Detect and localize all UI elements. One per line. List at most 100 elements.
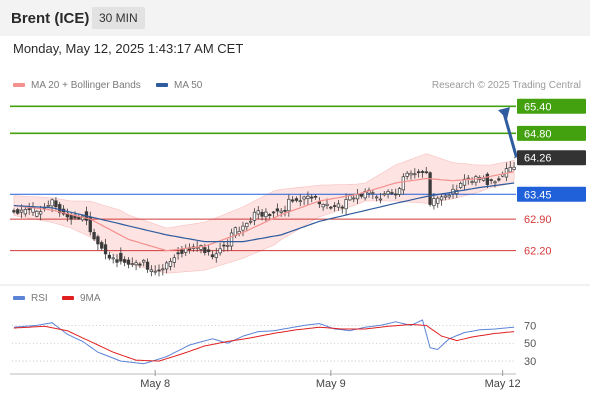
candle-body: [436, 197, 440, 204]
candle-body: [447, 194, 451, 198]
candle-body: [210, 254, 215, 258]
candle-body: [58, 204, 62, 214]
datetime-label: Monday, May 12, 2025 1:43:17 AM CET: [13, 41, 244, 56]
candle-body: [344, 199, 348, 210]
candle-body: [420, 171, 425, 173]
candle-body: [50, 199, 54, 207]
candle-body: [279, 210, 283, 213]
resistance-level-label: 65.40: [524, 101, 552, 113]
support-level-label: 62.20: [524, 246, 552, 258]
candle-body: [405, 172, 409, 177]
ma9-swatch-icon: [62, 296, 74, 301]
forecast-arrow-shaft: [502, 111, 518, 158]
candle-body: [145, 261, 150, 270]
candle-body: [390, 192, 394, 194]
rsi-series-rsi-line: [13, 319, 515, 365]
candle-body: [424, 171, 428, 174]
candle-body: [214, 253, 218, 258]
candle-body: [481, 177, 486, 181]
candle-body: [153, 270, 157, 273]
forecast-arrow-icon: [498, 107, 510, 120]
candle-body: [176, 252, 180, 255]
x-tick-label: May 9: [316, 378, 346, 390]
ma20-swatch-icon: [13, 83, 25, 88]
legend-ma20: MA 20 + Bollinger Bands: [13, 80, 141, 91]
candle-body: [27, 208, 31, 211]
candle-body: [306, 195, 310, 199]
rsi-tick-label: 70: [524, 320, 536, 332]
instrument-title: Brent (ICE): [11, 10, 90, 27]
legend-rsi-label: RSI: [31, 293, 48, 304]
candle-body: [180, 249, 184, 254]
candle-body: [508, 166, 512, 173]
ma20-line: [13, 171, 515, 252]
candle-body: [458, 183, 463, 188]
candle-body: [336, 203, 341, 208]
candle-body: [111, 257, 115, 260]
candle-body: [16, 209, 20, 214]
candle-body: [432, 198, 436, 207]
candle-body: [310, 196, 314, 199]
resistance-level-badge: [517, 125, 586, 141]
candle-body: [149, 269, 154, 273]
candle-body: [352, 197, 356, 200]
x-tick-label: May 12: [485, 378, 521, 390]
candle-body: [172, 257, 176, 263]
candle-body: [35, 210, 39, 217]
pivot-level-badge: [517, 186, 586, 202]
candle-body: [359, 193, 364, 197]
candle-body: [302, 196, 306, 200]
candle-body: [382, 193, 386, 196]
candle-body: [119, 252, 123, 262]
candle-body: [363, 190, 367, 199]
candle-body: [313, 195, 318, 198]
candle-body: [206, 249, 211, 253]
candle-body: [416, 171, 421, 174]
candle-body: [229, 232, 234, 247]
legend-rsi: RSI: [13, 293, 48, 304]
candle-body: [287, 198, 291, 212]
candle-body: [340, 206, 344, 209]
candle-body: [409, 172, 413, 176]
candle-body: [397, 188, 402, 195]
candle-body: [248, 220, 253, 223]
bollinger-band: [13, 153, 515, 274]
last-level-label: 64.26: [524, 153, 552, 165]
candle-body: [271, 211, 276, 214]
candle-body: [222, 244, 226, 247]
candle-body: [264, 211, 268, 218]
rsi-series-9ma-line: [13, 323, 515, 362]
candle-body: [203, 247, 207, 253]
candle-body: [325, 203, 329, 206]
legend-ma20-label: MA 20 + Bollinger Bands: [31, 80, 141, 91]
candle-body: [443, 195, 448, 198]
candle-body: [92, 232, 96, 240]
candle-body: [69, 214, 73, 220]
rsi-tick-label: 50: [524, 338, 536, 350]
rsi-tick-label: 30: [524, 356, 536, 368]
candle-body: [130, 263, 134, 265]
ma50-swatch-icon: [156, 83, 168, 88]
candle-body: [260, 211, 264, 217]
candle-body: [462, 178, 467, 186]
candle-body: [294, 198, 299, 201]
candle-body: [38, 211, 43, 215]
candle-body: [268, 214, 272, 217]
timeframe-button[interactable]: 30 MIN: [92, 7, 145, 29]
candle-body: [321, 204, 325, 208]
candle-body: [77, 216, 81, 220]
candle-body: [512, 166, 516, 170]
last-level-badge: [517, 150, 586, 166]
candle-body: [199, 245, 203, 250]
candle-body: [241, 225, 245, 231]
candle-body: [378, 198, 383, 201]
candle-body: [142, 259, 146, 263]
candle-body: [256, 210, 260, 215]
candle-body: [413, 173, 417, 176]
candle-body: [275, 208, 280, 212]
candle-body: [394, 193, 398, 196]
candle-body: [470, 181, 474, 183]
support-level-label: 62.90: [524, 214, 552, 226]
candle-body: [19, 209, 24, 213]
